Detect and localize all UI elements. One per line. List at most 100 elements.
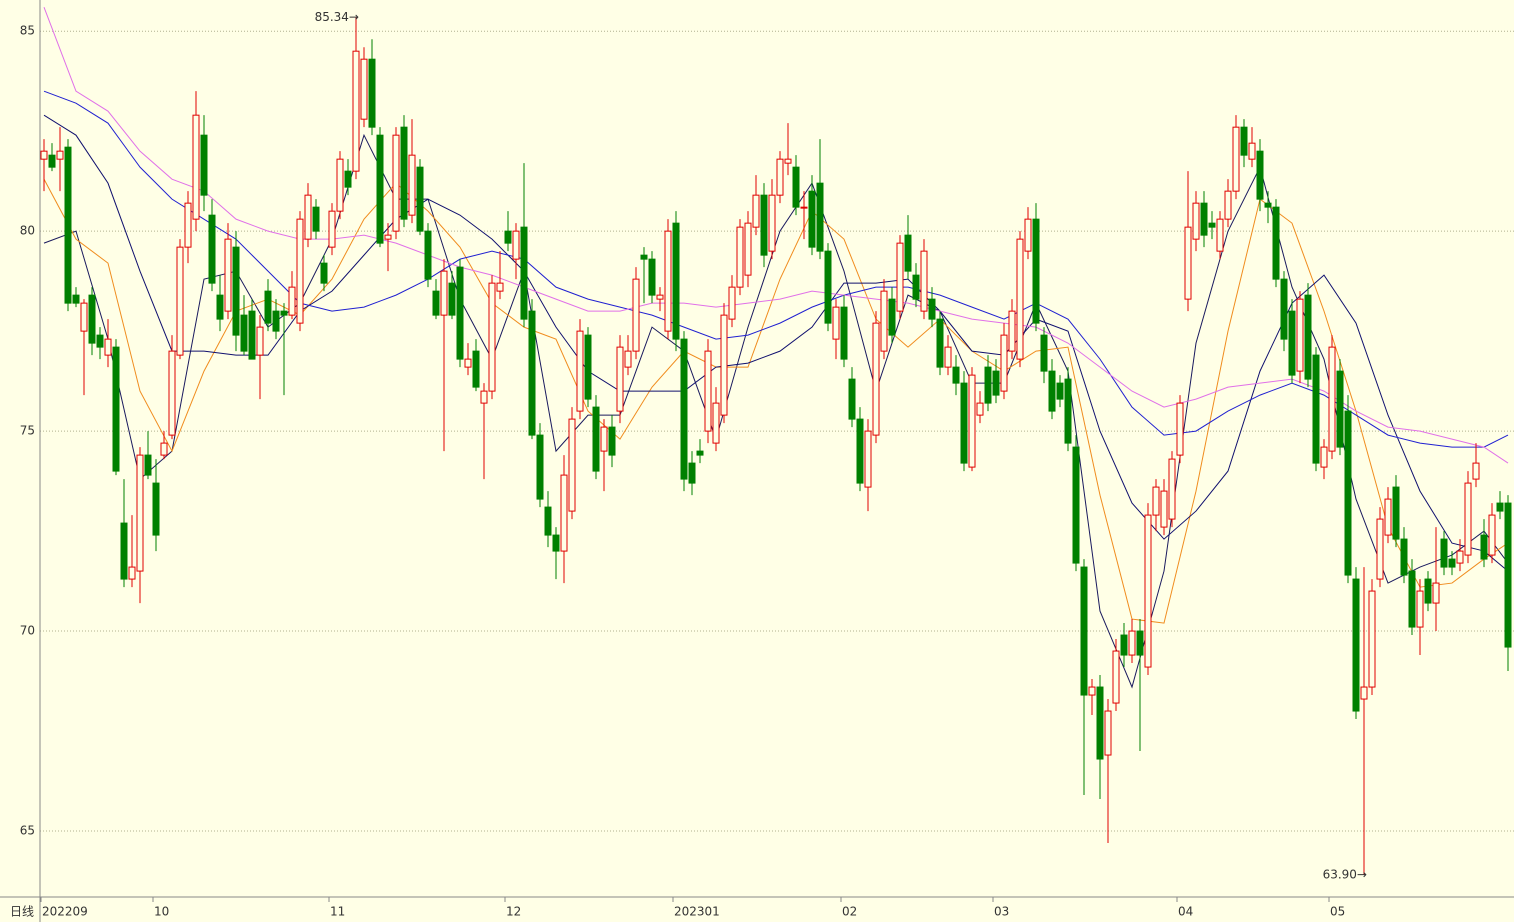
candle-body xyxy=(1168,458,1176,520)
candle-body xyxy=(88,294,96,344)
candle-body xyxy=(256,326,264,356)
candle-body xyxy=(592,406,600,472)
candle-body xyxy=(1200,202,1208,236)
candle-body xyxy=(1400,538,1408,576)
candle-body xyxy=(1216,218,1224,252)
candle-body xyxy=(104,338,112,356)
y-tick-label: 70 xyxy=(20,624,35,638)
candle-body xyxy=(1392,486,1400,540)
candle-body xyxy=(432,290,440,316)
candle-body xyxy=(1240,126,1248,156)
candle-body xyxy=(320,262,328,284)
candle-body xyxy=(336,158,344,212)
candle-body xyxy=(1176,402,1184,456)
candle-body xyxy=(1120,634,1128,656)
candle-body xyxy=(832,306,840,340)
candle-body xyxy=(1344,410,1352,576)
candle-body xyxy=(120,522,128,580)
candle-body xyxy=(112,346,120,472)
candle-body xyxy=(1464,482,1472,556)
candle-body xyxy=(640,254,648,260)
candle-body xyxy=(80,302,88,332)
candle-body xyxy=(680,338,688,480)
candle-body xyxy=(376,134,384,244)
candle-body xyxy=(944,346,952,368)
candle-body xyxy=(1064,378,1072,444)
candle-body xyxy=(416,166,424,232)
candle-body xyxy=(1056,382,1064,400)
period-label: 日线 xyxy=(10,905,34,919)
candle-body xyxy=(656,294,664,300)
y-tick-label: 85 xyxy=(20,24,35,38)
candle-body xyxy=(1504,502,1512,648)
candle-body xyxy=(1456,550,1464,564)
candle-body xyxy=(1368,590,1376,688)
candle-body xyxy=(1488,514,1496,556)
candle-body xyxy=(1208,222,1216,228)
candle-body xyxy=(688,462,696,484)
candle-body xyxy=(440,270,448,316)
candle-body xyxy=(536,434,544,500)
candle-body xyxy=(560,474,568,552)
candle-body xyxy=(664,230,672,332)
candle-body xyxy=(1448,558,1456,568)
candle-body xyxy=(344,170,352,188)
candle-body xyxy=(264,290,272,324)
candle-body xyxy=(1112,650,1120,704)
candle-body xyxy=(528,310,536,436)
candle-body xyxy=(64,146,72,304)
candle-body xyxy=(1000,334,1008,392)
candle-body xyxy=(200,134,208,196)
candle-body xyxy=(552,534,560,552)
x-tick-label: 11 xyxy=(330,905,345,919)
candle-body xyxy=(240,314,248,352)
candle-body xyxy=(312,206,320,232)
candle-body xyxy=(1408,570,1416,628)
candle-body xyxy=(96,334,104,348)
candle-body xyxy=(984,366,992,404)
candle-body xyxy=(288,286,296,316)
x-tick-label: 03 xyxy=(994,905,1009,919)
candle-body xyxy=(568,418,576,512)
candle-body xyxy=(744,222,752,276)
candle-body xyxy=(1032,218,1040,324)
x-tick-label: 202301 xyxy=(674,905,720,919)
candle-body xyxy=(128,566,136,580)
candle-body xyxy=(72,294,80,304)
candle-body xyxy=(616,346,624,412)
candle-body xyxy=(584,334,592,400)
candle-body xyxy=(920,250,928,312)
moving-average-line xyxy=(43,114,1509,572)
candle-body xyxy=(632,278,640,352)
candle-body xyxy=(232,246,240,336)
candle-body xyxy=(368,58,376,128)
candle-body xyxy=(520,226,528,320)
candle-body xyxy=(696,450,704,456)
y-tick-label: 65 xyxy=(20,824,35,838)
candle-body xyxy=(1184,226,1192,300)
candle-body xyxy=(816,182,824,252)
candle-body xyxy=(736,226,744,288)
candle-body xyxy=(1280,278,1288,340)
candle-body xyxy=(1080,566,1088,696)
y-tick-label: 80 xyxy=(20,224,35,238)
candle-body xyxy=(192,114,200,220)
x-tick-label: 02 xyxy=(842,905,857,919)
candle-body xyxy=(768,194,776,252)
extreme-annotation: 85.34→ xyxy=(315,10,359,24)
candle-body xyxy=(1312,354,1320,464)
x-tick-label: 04 xyxy=(1178,905,1193,919)
candle-body xyxy=(952,366,960,384)
candle-body xyxy=(600,426,608,452)
candle-body xyxy=(1160,490,1168,528)
candle-body xyxy=(136,454,144,572)
candle-body xyxy=(648,258,656,296)
candle-body xyxy=(216,294,224,320)
candle-body xyxy=(1104,710,1112,756)
candle-body xyxy=(976,402,984,416)
candle-body xyxy=(1496,502,1504,512)
candle-body xyxy=(1136,630,1144,656)
